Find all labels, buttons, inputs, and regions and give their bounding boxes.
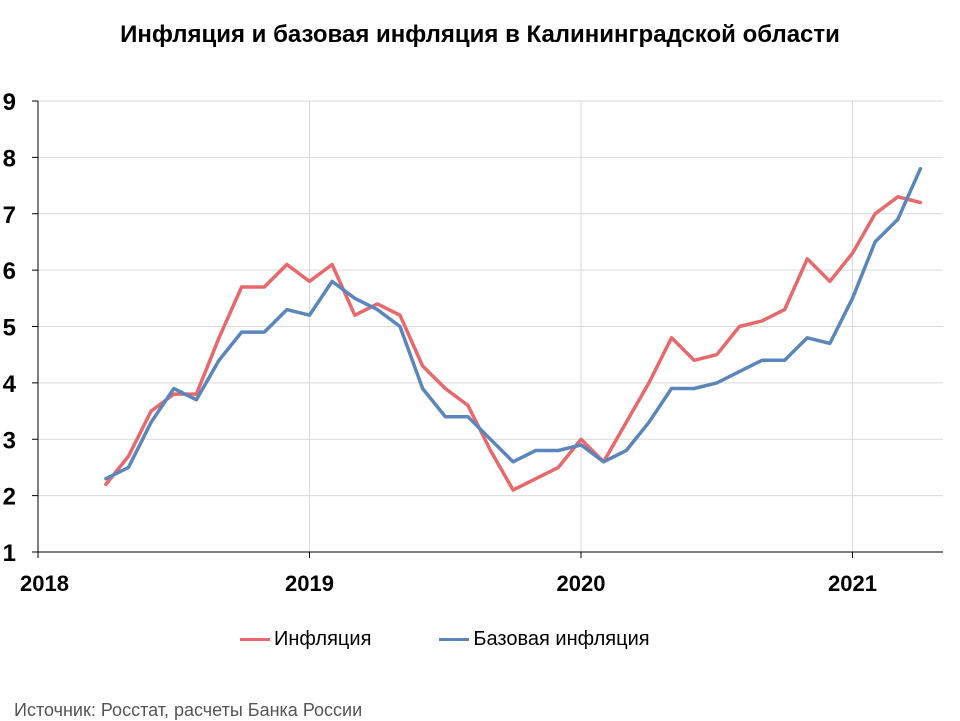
x-tick-label: 2019: [285, 571, 334, 596]
x-tick-label: 2021: [828, 571, 877, 596]
axes: [32, 100, 943, 558]
y-tick-label: 1: [3, 540, 16, 567]
legend-item-inflation: Инфляция: [240, 628, 371, 651]
y-tick-label: 8: [3, 145, 16, 172]
legend-swatch-inflation: [240, 638, 270, 641]
legend-label-inflation: Инфляция: [274, 628, 372, 650]
series-lines: [104, 166, 923, 492]
y-tick-labels: 1 2 3 4 5 6 7 8 9: [3, 89, 17, 567]
series-line-inflation: [104, 195, 923, 492]
series-line-core-inflation: [104, 166, 923, 481]
x-tick-label: 2020: [557, 571, 606, 596]
y-tick-label: 5: [3, 315, 16, 342]
chart-title: Инфляция и базовая инфляция в Калинингра…: [120, 21, 840, 48]
x-tick-labels: 2018 2019 2020 2021: [20, 571, 877, 596]
legend-label-core-inflation: Базовая инфляция: [473, 628, 650, 650]
y-tick-label: 6: [3, 258, 16, 285]
y-tick-label: 3: [3, 427, 16, 454]
legend-swatch-core-inflation: [439, 638, 470, 641]
source-note: Источник: Росстат, расчеты Банка России: [14, 700, 363, 720]
gridlines: [38, 100, 943, 552]
y-tick-label: 9: [3, 89, 16, 116]
legend-item-core-inflation: Базовая инфляция: [439, 628, 650, 651]
y-tick-label: 2: [3, 484, 16, 511]
y-tick-label: 4: [3, 371, 17, 398]
y-tick-label: 7: [3, 202, 16, 229]
legend: Инфляция Базовая инфляция: [240, 628, 718, 651]
x-tick-label: 2018: [20, 571, 69, 596]
